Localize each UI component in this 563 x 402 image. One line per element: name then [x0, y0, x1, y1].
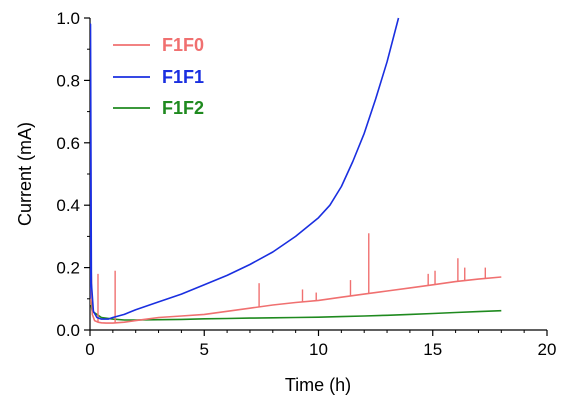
x-tick-label: 20 [538, 340, 557, 359]
legend-label-f1f0: F1F0 [162, 35, 204, 55]
y-axis-title: Current (mA) [15, 122, 35, 226]
y-tick-label: 0.6 [56, 134, 80, 153]
axes: 0 5 10 15 20 0.0 0.2 0.4 0.6 0.8 1.0 [56, 9, 556, 359]
x-tick-label: 0 [85, 340, 94, 359]
x-tick-label: 15 [423, 340, 442, 359]
x-tick-label: 10 [309, 340, 328, 359]
series-line-f1f0 [90, 89, 502, 324]
y-tick-label: 0.4 [56, 196, 80, 215]
y-tick-label: 0.8 [56, 71, 80, 90]
y-tick-label: 1.0 [56, 9, 80, 28]
legend-label-f1f2: F1F2 [162, 98, 204, 118]
legend: F1F0 F1F1 F1F2 [113, 35, 204, 118]
x-axis-title: Time (h) [285, 375, 351, 395]
legend-label-f1f1: F1F1 [162, 67, 204, 87]
x-tick-label: 5 [200, 340, 209, 359]
y-tick-label: 0.0 [56, 321, 80, 340]
series-line-f1f1 [90, 17, 400, 320]
y-tick-label: 0.2 [56, 259, 80, 278]
series-layer [90, 17, 502, 324]
